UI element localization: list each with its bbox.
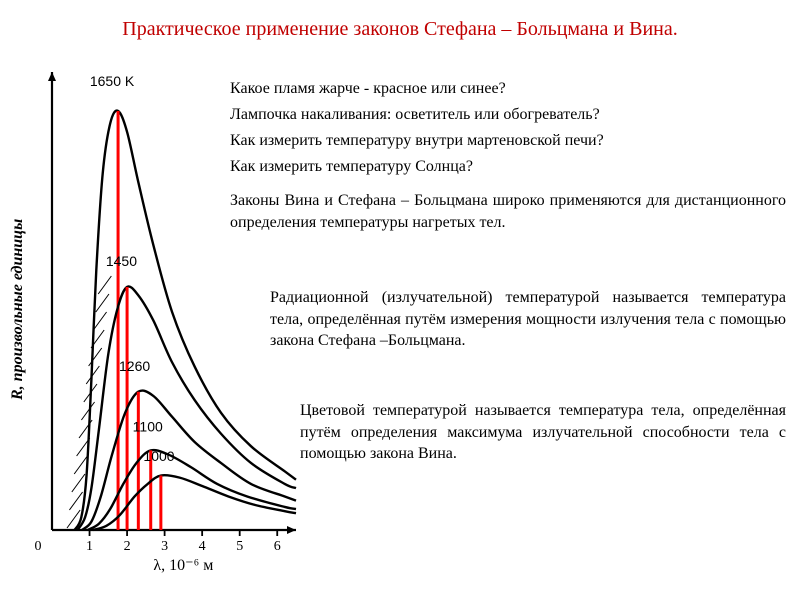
question-1: Какое пламя жарче - красное или синее?	[230, 78, 770, 100]
svg-text:1650 K: 1650 K	[90, 73, 135, 89]
paragraph-radiation-temp: Радиационной (излучательной) температуро…	[270, 287, 786, 352]
svg-text:λ, 10⁻⁶ м: λ, 10⁻⁶ м	[153, 557, 213, 574]
svg-text:1450: 1450	[106, 253, 137, 269]
paragraph-color-temp: Цветовой температурой называется темпера…	[300, 400, 786, 465]
svg-text:5: 5	[236, 539, 243, 554]
svg-text:1100: 1100	[133, 419, 163, 435]
svg-text:0: 0	[35, 539, 42, 554]
question-3: Как измерить температуру внутри мартенов…	[230, 130, 770, 152]
svg-text:3: 3	[161, 539, 168, 554]
page-title: Практическое применение законов Стефана …	[0, 18, 800, 41]
svg-text:1260: 1260	[119, 358, 150, 374]
svg-text:6: 6	[274, 539, 281, 554]
question-2: Лампочка накаливания: осветитель или обо…	[230, 104, 770, 126]
svg-text:R, произвольные единицы: R, произвольные единицы	[9, 219, 26, 401]
svg-text:2: 2	[124, 539, 131, 554]
svg-text:4: 4	[199, 539, 206, 554]
question-4: Как измерить температуру Солнца?	[230, 156, 770, 178]
page-root: Практическое применение законов Стефана …	[0, 0, 800, 600]
svg-text:1000: 1000	[143, 448, 174, 464]
svg-text:1: 1	[86, 539, 93, 554]
paragraph-laws-usage: Законы Вина и Стефана – Больцмана широко…	[230, 190, 786, 233]
